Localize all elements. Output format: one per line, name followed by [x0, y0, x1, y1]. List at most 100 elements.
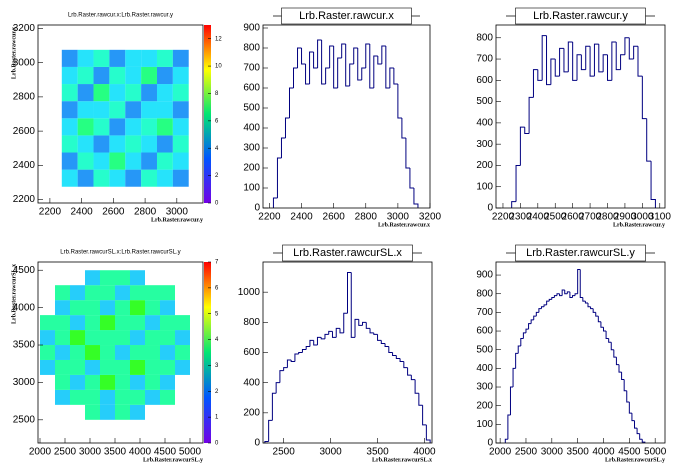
- x-tick-label: 4500: [154, 447, 177, 458]
- heat-cell: [85, 315, 100, 331]
- hist-bin: [418, 393, 423, 406]
- heat-cell: [100, 285, 115, 301]
- hist-bin: [276, 157, 282, 198]
- hist-bin: [362, 321, 367, 326]
- x-tick-label: 2300: [509, 212, 532, 223]
- hist-bin: [377, 56, 382, 65]
- hist-bin: [590, 306, 594, 310]
- hist-bin: [385, 46, 390, 89]
- heat-cell: [125, 49, 142, 67]
- color-bar-label: 3: [215, 363, 219, 369]
- heat-cell: [172, 84, 189, 102]
- heat-cell: [85, 270, 100, 286]
- heat-cell: [145, 315, 160, 331]
- color-bar-label: 0: [215, 441, 219, 447]
- pad: Lrb.Raster.rawcur.y220023002400250026002…: [476, 7, 671, 228]
- x-tick-label: 3500: [104, 447, 127, 458]
- x-tick-label: 3500: [567, 447, 590, 458]
- heat-cell: [61, 49, 78, 67]
- heat-cell: [115, 345, 130, 360]
- color-bar-label: 10: [215, 64, 222, 70]
- heat-cell: [109, 152, 126, 170]
- heat-cell: [130, 404, 145, 420]
- hist-bin: [358, 319, 363, 326]
- heat-cell: [109, 66, 126, 85]
- heat-cell: [61, 66, 78, 85]
- x-tick-label: 4500: [618, 447, 641, 458]
- hist-bin: [548, 298, 552, 302]
- color-bar-label: 12: [215, 36, 222, 42]
- hist-bin: [309, 51, 314, 84]
- heat-cell: [130, 389, 145, 405]
- heat-cell: [109, 101, 126, 119]
- y-axis-label: Lrb.Raster.rawcur.x: [11, 27, 17, 79]
- heat-cell: [85, 404, 100, 420]
- heat-cell: [160, 345, 175, 360]
- color-bar-label: 4: [215, 146, 219, 152]
- hist-bin: [403, 361, 408, 369]
- hist-bin: [377, 334, 382, 341]
- y-tick-label: 700: [476, 307, 493, 318]
- hist-bin: [313, 340, 318, 346]
- y-tick-label: 2600: [13, 126, 36, 137]
- hist-bin: [365, 322, 371, 329]
- heat-cell: [172, 169, 189, 187]
- x-tick-label: 3200: [419, 212, 442, 223]
- frame: [495, 261, 666, 444]
- heat-cell: [145, 345, 160, 360]
- heat-cell: [130, 330, 145, 346]
- hist-bin: [556, 293, 560, 296]
- color-bar-label: 4: [215, 337, 219, 343]
- heat-cell: [77, 152, 94, 170]
- hist-bin: [641, 439, 646, 443]
- hist-bin: [572, 42, 578, 81]
- x-tick-label: 2600: [102, 207, 125, 218]
- color-bar-label: 5: [215, 311, 219, 317]
- title-box: [515, 7, 646, 25]
- hist-bin: [345, 44, 350, 87]
- heat-cell: [175, 359, 190, 375]
- heat-cell: [145, 300, 160, 316]
- heat-cell: [77, 49, 94, 67]
- hist-bin: [602, 54, 608, 72]
- heat-cell: [85, 389, 100, 405]
- heat-cell: [160, 389, 175, 405]
- heat-cell: [130, 345, 145, 360]
- hist-bin: [525, 328, 529, 333]
- heat-cell: [61, 101, 78, 119]
- heat-cell: [115, 315, 130, 331]
- heat-cell: [156, 66, 173, 85]
- frame: [37, 24, 204, 204]
- hist-bin: [389, 67, 394, 88]
- heat-cell: [100, 345, 115, 360]
- hist-bin: [559, 293, 563, 297]
- heat-cell: [77, 135, 94, 153]
- x-axis-label: Lrb.Raster.rawcurSL.y: [605, 457, 665, 463]
- hist-bin: [504, 438, 508, 443]
- y-tick-label: 200: [476, 400, 493, 411]
- hist-bin: [392, 352, 397, 357]
- hist-bin: [511, 201, 517, 208]
- x-tick-label: 2900: [614, 212, 637, 223]
- heat-cell: [125, 152, 142, 170]
- hist-bin: [328, 330, 333, 335]
- x-tick-label: 2500: [273, 447, 296, 458]
- hist-bin: [517, 345, 521, 354]
- y-axis-label: Lrb.Raster.rawcurSL.x: [11, 264, 17, 324]
- hist-bin: [587, 303, 591, 308]
- hist-bin: [373, 55, 378, 88]
- hist-bin: [579, 269, 583, 298]
- heat-cell: [77, 84, 94, 102]
- hist-bin: [284, 117, 290, 138]
- heat-cell: [156, 118, 173, 136]
- hist-bin: [628, 37, 634, 60]
- x-axis-label: Lrb.Raster.rawcurSL.y: [143, 457, 203, 463]
- hist-bin: [272, 197, 278, 208]
- heat-cell: [145, 330, 160, 346]
- heat-cell: [93, 101, 110, 119]
- heat-cell: [156, 169, 173, 187]
- color-bar-label: 2: [215, 389, 219, 395]
- hist-bin: [624, 37, 630, 55]
- hist-bin: [409, 168, 414, 189]
